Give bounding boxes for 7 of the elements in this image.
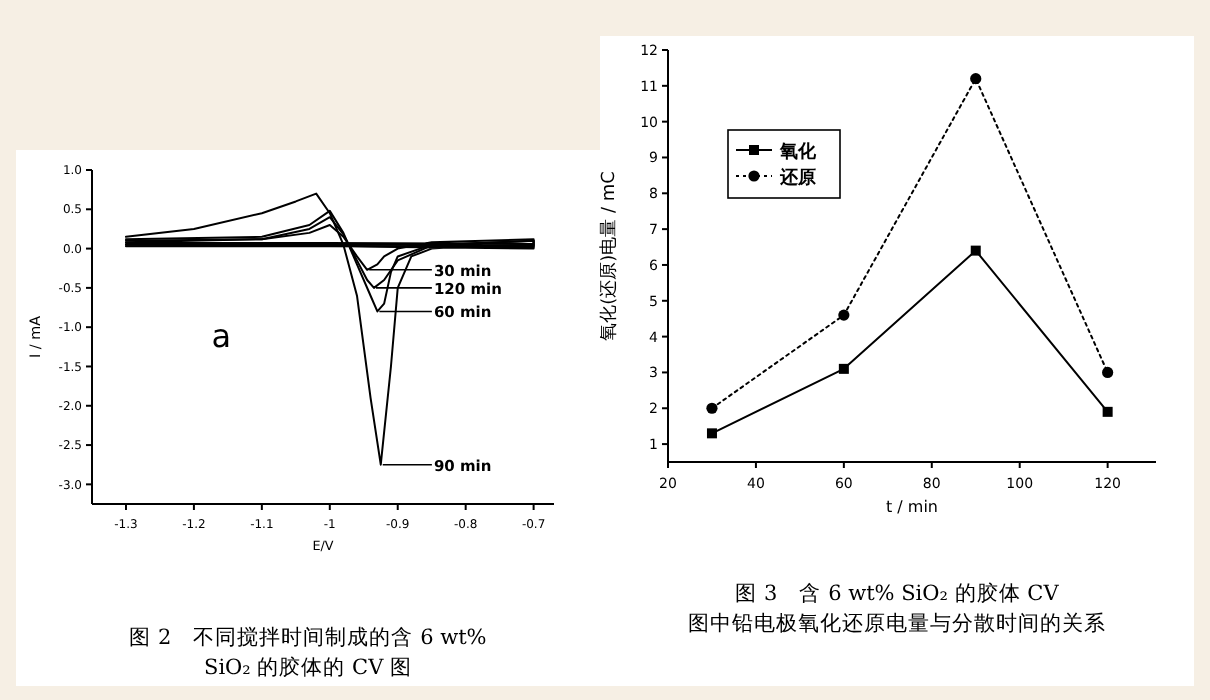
legend-label: 还原 — [778, 167, 816, 189]
text: 图 2 不同搅拌时间制成的含 6 wt% SiO₂ 的胶体的 CV 图 — [129, 624, 487, 680]
x-axis-title: t / min — [885, 498, 939, 516]
legend-label: 氧化 — [778, 141, 818, 163]
text: 图 3 含 6 wt% SiO₂ 的胶体 CV 图中铅电极氧化还原电量与分散时间的关系 — [688, 580, 1106, 636]
y-axis-title: 氧化(还原)电量 / mC — [598, 171, 620, 341]
annotation: a — [211, 317, 232, 355]
